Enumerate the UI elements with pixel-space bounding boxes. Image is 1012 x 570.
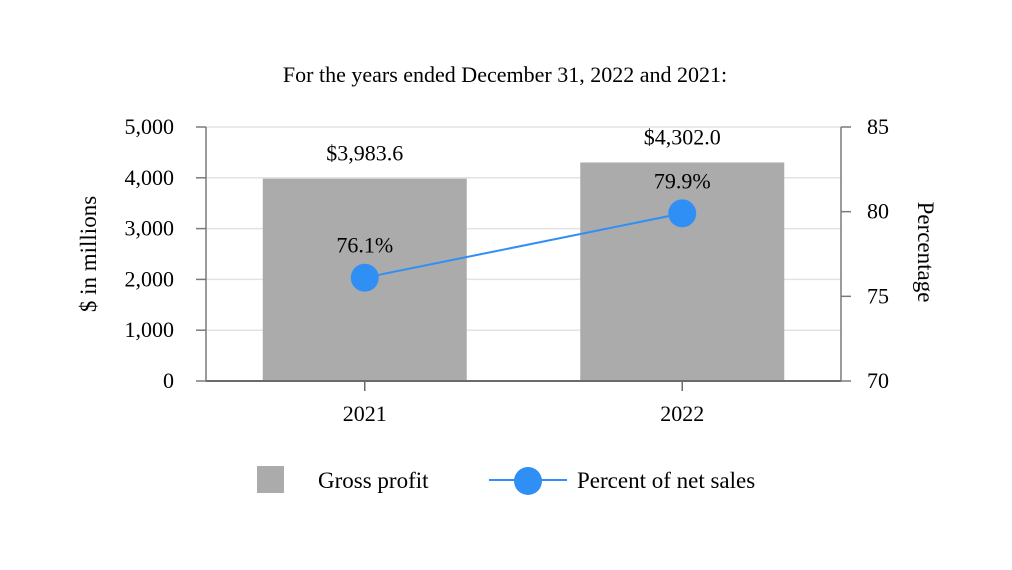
- percent-point-2022: [668, 199, 697, 228]
- axes: 0 1,000 2,000 3,000 4,000 5,000 70 75 80 85 2021 20…: [125, 114, 890, 426]
- y-tick-label: 5,000: [125, 114, 175, 139]
- y2-tick-label: 75: [867, 283, 889, 308]
- legend: Gross profit Percent of net sales: [257, 466, 755, 495]
- data-labels: $3,983.6 $4,302.0 76.1% 79.9%: [326, 124, 721, 257]
- y2-tick-label: 80: [867, 199, 889, 224]
- chart-title: For the years ended December 31, 2022 an…: [283, 62, 727, 87]
- legend-label-percent: Percent of net sales: [577, 468, 755, 493]
- percent-point-2021: [350, 263, 379, 292]
- bar-value-label: $3,983.6: [326, 141, 403, 166]
- y2-axis-label: Percentage: [913, 202, 938, 303]
- y2-tick-label: 85: [867, 114, 889, 139]
- legend-label-gross-profit: Gross profit: [318, 468, 429, 493]
- bars: [262, 162, 785, 381]
- x-tick-label: 2021: [343, 401, 387, 426]
- y-tick-label: 2,000: [125, 266, 175, 291]
- bar-2022: [580, 162, 785, 381]
- y-tick-label: 4,000: [125, 165, 175, 190]
- percent-value-label: 76.1%: [336, 233, 393, 258]
- y-tick-label: 1,000: [125, 317, 175, 342]
- bar-value-label: $4,302.0: [644, 124, 721, 149]
- y-axis-label: $ in millions: [76, 196, 101, 312]
- x-tick-label: 2022: [660, 401, 704, 426]
- percent-line: [350, 199, 697, 292]
- legend-swatch-gross-profit: [257, 466, 284, 493]
- y-tick-label: 0: [163, 368, 174, 393]
- legend-marker-percent: [514, 467, 542, 495]
- y2-tick-label: 70: [867, 368, 889, 393]
- y-tick-label: 3,000: [125, 216, 175, 241]
- percent-value-label: 79.9%: [654, 168, 711, 193]
- percent-line-path: [364, 212, 683, 279]
